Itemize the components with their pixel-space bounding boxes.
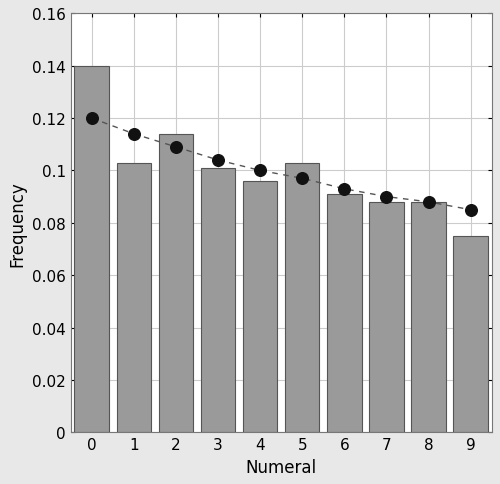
Bar (116, 163, 151, 432)
Point (214, 157, 222, 165)
Point (466, 206, 474, 214)
Bar (243, 182, 278, 432)
Bar (74, 67, 109, 432)
X-axis label: Numeral: Numeral (246, 458, 316, 476)
Point (172, 144, 180, 151)
Bar (411, 202, 446, 432)
Point (130, 131, 138, 138)
Point (298, 175, 306, 183)
Point (424, 198, 432, 206)
Bar (285, 163, 320, 432)
Y-axis label: Frequency: Frequency (8, 181, 26, 266)
Bar (369, 202, 404, 432)
Bar (158, 135, 193, 432)
Point (382, 193, 390, 201)
Point (340, 185, 348, 193)
Bar (327, 195, 362, 432)
Point (88, 115, 96, 122)
Bar (200, 168, 235, 432)
Point (256, 167, 264, 175)
Bar (454, 236, 488, 432)
